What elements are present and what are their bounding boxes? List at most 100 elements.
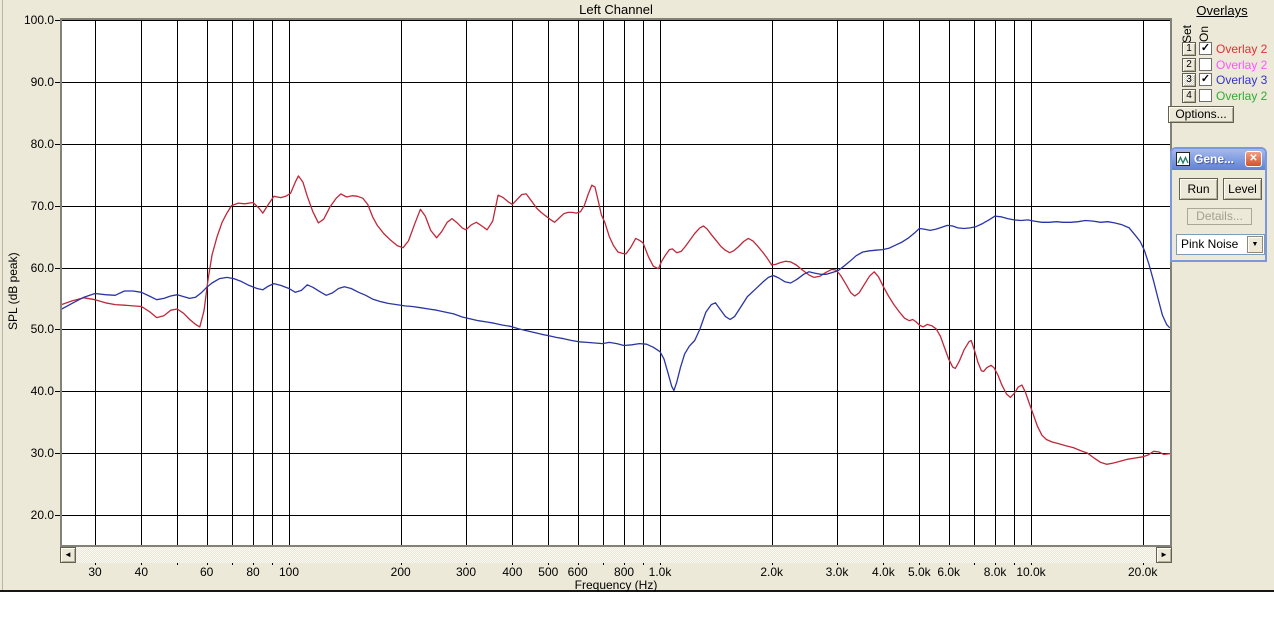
y-tick-mark [55, 82, 60, 83]
x-tick-label: 40 [134, 565, 149, 579]
y-tick-mark [55, 453, 60, 454]
x-tick-mark [1014, 561, 1015, 565]
overlay-label-2: Overlay 2 [1216, 58, 1268, 72]
run-button[interactable]: Run [1179, 178, 1218, 200]
x-tick-mark [643, 561, 644, 565]
curve-overlay-3 [62, 215, 1170, 392]
overlays-on-column-label: On [1197, 25, 1211, 42]
y-tick-mark [55, 144, 60, 145]
x-tick-mark [141, 561, 142, 565]
signal-select-value: Pink Noise [1181, 237, 1239, 251]
chevron-down-icon[interactable]: ▼ [1247, 236, 1263, 253]
x-tick-label: 3.0k [825, 565, 849, 579]
x-tick-mark [207, 561, 208, 565]
x-tick-label: 5.0k [907, 565, 931, 579]
waveform-icon [1176, 152, 1190, 166]
x-tick-mark [603, 561, 604, 565]
y-tick-label: 20.0 [30, 508, 54, 522]
x-tick-mark [548, 561, 549, 565]
x-tick-label: 400 [502, 565, 523, 579]
y-tick-mark [55, 268, 60, 269]
y-tick-label: 90.0 [30, 74, 54, 89]
spectrum-plot[interactable] [60, 18, 1172, 547]
chart-title: Left Channel [579, 2, 653, 17]
level-button[interactable]: Level [1223, 178, 1262, 200]
close-icon[interactable]: ✕ [1245, 151, 1262, 167]
scroll-right-button[interactable]: ► [1156, 547, 1172, 563]
x-tick-mark [974, 561, 975, 565]
x-tick-label: 8.0k [983, 565, 1007, 579]
y-tick-mark [55, 20, 60, 21]
x-tick-mark [232, 561, 233, 565]
overlay-checkbox-2[interactable] [1199, 58, 1212, 71]
x-tick-label: 800 [614, 565, 635, 579]
overlay-label-4: Overlay 2 [1216, 89, 1268, 103]
x-tick-mark [272, 561, 273, 565]
x-tick-mark [466, 561, 467, 565]
x-tick-mark [995, 561, 996, 565]
y-tick-label: 30.0 [30, 446, 54, 461]
curve-overlay-2 [62, 175, 1170, 465]
x-tick-label: 30 [88, 565, 102, 579]
window-left-edge [2, 0, 3, 590]
x-tick-mark [95, 561, 96, 565]
x-tick-mark [1143, 561, 1144, 565]
x-tick-label: 1.0k [648, 565, 672, 579]
x-tick-mark [401, 561, 402, 565]
generator-titlebar[interactable]: Gene... ✕ [1172, 149, 1265, 170]
overlay-checkbox-4[interactable] [1199, 89, 1212, 102]
y-tick-label: 40.0 [30, 384, 54, 399]
x-tick-mark [919, 561, 920, 565]
x-tick-mark [177, 561, 178, 565]
x-tick-mark [512, 561, 513, 565]
x-tick-label: 600 [567, 565, 588, 579]
x-tick-label: 20.0k [1127, 565, 1158, 579]
generator-window: Gene... ✕ Run Level Details... Pink Nois… [1170, 147, 1267, 262]
y-tick-label: 100.0 [23, 13, 54, 27]
overlay-set-button-2[interactable]: 2 [1182, 58, 1196, 72]
x-tick-label: 10.0k [1016, 565, 1046, 579]
signal-select[interactable]: Pink Noise ▼ [1176, 234, 1265, 255]
horizontal-scrollbar[interactable]: ◄ ► [60, 547, 1172, 563]
y-tick-mark [55, 391, 60, 392]
x-tick-label: 200 [390, 565, 411, 579]
y-tick-mark [55, 515, 60, 516]
overlays-set-column-label: Set [1180, 24, 1194, 43]
overlays-panel-title: Overlays [1196, 3, 1248, 18]
x-tick-mark [624, 561, 625, 565]
generator-window-title: Gene... [1194, 152, 1235, 166]
x-tick-mark [949, 561, 950, 565]
x-tick-label: 300 [455, 565, 477, 579]
y-tick-label: 70.0 [30, 198, 54, 213]
x-tick-label: 100 [278, 565, 300, 579]
plot-canvas [62, 20, 1170, 545]
x-tick-label: 4.0k [872, 565, 895, 579]
y-tick-mark [55, 329, 60, 330]
x-tick-mark [253, 561, 254, 565]
x-tick-mark [883, 561, 884, 565]
scroll-left-button[interactable]: ◄ [60, 547, 76, 563]
x-tick-mark [837, 561, 838, 565]
app-window: Left Channel SPL (dB peak) Frequency (Hz… [0, 0, 1274, 592]
details-button: Details... [1187, 208, 1252, 225]
x-tick-label: 6.0k [937, 565, 961, 579]
x-tick-label: 60 [200, 565, 214, 579]
x-tick-label: 80 [246, 565, 260, 579]
x-tick-mark [660, 561, 661, 565]
overlays-options-button[interactable]: Options... [1168, 106, 1234, 123]
x-tick-mark [578, 561, 579, 565]
overlay-set-button-4[interactable]: 4 [1182, 89, 1196, 103]
x-tick-label: 2.0k [760, 565, 784, 579]
x-tick-mark [289, 561, 290, 565]
overlay-set-button-3[interactable]: 3 [1182, 73, 1196, 87]
x-axis-title: Frequency (Hz) [574, 578, 658, 592]
overlay-set-button-1[interactable]: 1 [1182, 42, 1196, 56]
overlay-label-1: Overlay 2 [1216, 42, 1268, 56]
overlay-checkbox-3[interactable]: ✓ [1199, 73, 1212, 86]
x-tick-mark [1031, 561, 1032, 565]
overlay-checkbox-1[interactable]: ✓ [1199, 42, 1212, 55]
y-tick-mark [55, 206, 60, 207]
x-tick-mark [772, 561, 773, 565]
y-tick-label: 50.0 [30, 322, 54, 337]
overlay-label-3: Overlay 3 [1216, 73, 1268, 87]
